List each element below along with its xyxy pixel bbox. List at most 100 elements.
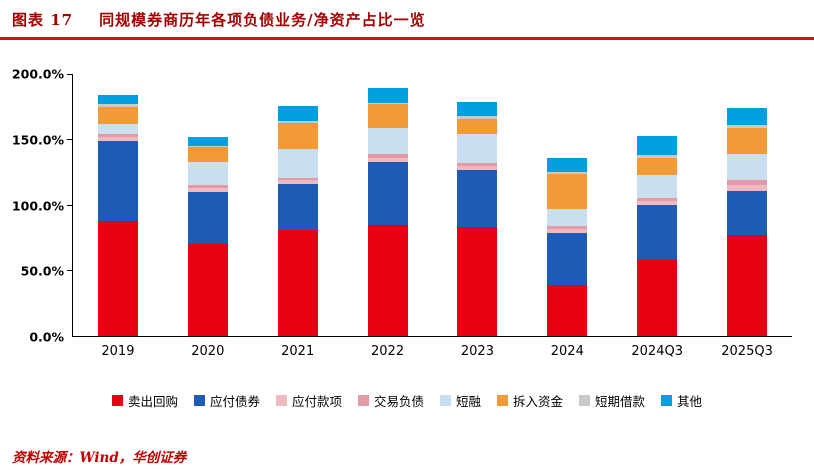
bar-segment xyxy=(367,88,408,103)
bar-segment xyxy=(727,235,768,336)
bar-segment xyxy=(637,157,678,175)
bar-segment xyxy=(277,122,318,149)
legend-swatch xyxy=(111,395,123,406)
bar-segment xyxy=(187,188,228,192)
x-tick-label: 2024 xyxy=(550,344,584,359)
x-tick-label: 2025Q3 xyxy=(721,344,773,359)
source-note: 资料来源：Wind，华创证券 xyxy=(12,450,187,466)
legend-item: 应付款项 xyxy=(275,391,342,410)
bar-segment xyxy=(367,127,408,154)
legend-label: 卖出回购 xyxy=(127,394,178,409)
bar-segment xyxy=(547,226,588,229)
bar-segment xyxy=(187,244,228,336)
bar-segment xyxy=(277,121,318,123)
y-tick-mark xyxy=(67,73,73,75)
bar-segment xyxy=(367,104,408,128)
legend-item: 短期借款 xyxy=(579,391,645,410)
figure-title: 同规模券商历年各项负债业务/净资产占比一览 xyxy=(99,11,426,29)
bar-segment xyxy=(727,125,768,128)
bar-segment xyxy=(727,153,768,181)
bar-segment xyxy=(97,104,138,107)
bar-segment xyxy=(367,157,408,162)
y-tick-label: 50.0% xyxy=(20,263,64,279)
bar-segment xyxy=(187,146,228,148)
bar-segment xyxy=(97,140,138,221)
legend-label: 短期借款 xyxy=(595,394,646,409)
legend-swatch xyxy=(275,395,287,406)
bar-segment xyxy=(457,227,498,336)
stacked-bar xyxy=(457,74,498,336)
bars xyxy=(73,74,792,336)
legend-item: 短融 xyxy=(440,391,481,410)
legend-label: 其他 xyxy=(677,394,703,409)
legend-swatch xyxy=(357,395,369,406)
stacked-bar-chart: 0.0% 50.0% 100.0% 150.0% 200.0% 2019 2020 2021… xyxy=(10,67,792,359)
stacked-bar xyxy=(277,74,318,336)
bar-segment xyxy=(367,161,408,225)
bar-segment xyxy=(457,169,498,228)
stacked-bar xyxy=(187,74,228,336)
bar-segment xyxy=(457,163,498,166)
legend-swatch xyxy=(193,395,205,406)
bar-segment xyxy=(457,115,498,119)
stacked-bar xyxy=(547,74,588,336)
bar-segment xyxy=(367,102,408,105)
legend-swatch xyxy=(497,395,509,406)
bar-segment xyxy=(457,165,498,170)
legend-item: 拆入资金 xyxy=(497,391,563,410)
bar-segment xyxy=(187,185,228,188)
x-axis: 2019 2020 2021 2022 2023 2024 2024Q3 2025Q3 xyxy=(10,344,792,359)
bar-segment xyxy=(547,228,588,233)
y-tick-label: 200.0% xyxy=(11,66,64,82)
figure-number: 图表 17 xyxy=(12,11,74,29)
y-tick-label: 0.0% xyxy=(29,329,64,345)
bar-segment xyxy=(97,136,138,141)
bar-segment xyxy=(97,106,138,124)
bar-segment xyxy=(187,161,228,186)
x-tick-label: 2023 xyxy=(460,344,494,359)
legend-label: 拆入资金 xyxy=(513,394,564,409)
bar-segment xyxy=(277,105,318,122)
bar-segment xyxy=(97,134,138,137)
bar-segment xyxy=(277,177,318,181)
bar-segment xyxy=(727,127,768,154)
y-axis: 0.0% 50.0% 100.0% 150.0% 200.0% xyxy=(10,67,72,345)
bar-segment xyxy=(637,198,678,202)
y-tick-mark xyxy=(67,139,73,140)
chart-legend: 卖出回购 应付债券 应付款项 交易负债 短融 拆入资金 短期借款 其他 xyxy=(0,391,814,410)
bar-segment xyxy=(457,134,498,164)
stacked-bar xyxy=(97,74,138,336)
x-tick-label: 2020 xyxy=(191,344,225,359)
legend-label: 交易负债 xyxy=(373,394,424,409)
legend-label: 短融 xyxy=(456,394,482,409)
bar-segment xyxy=(457,118,498,135)
bar-segment xyxy=(187,136,228,147)
bar-segment xyxy=(547,157,588,173)
bar-segment xyxy=(97,95,138,105)
bar-segment xyxy=(637,260,678,336)
bar-segment xyxy=(277,180,318,185)
bar-segment xyxy=(547,284,588,336)
y-tick-mark xyxy=(67,270,73,271)
bar-segment xyxy=(637,174,678,199)
header-rule xyxy=(0,37,814,40)
bar-segment xyxy=(457,101,498,116)
bar-segment xyxy=(277,229,318,336)
plot-area xyxy=(67,73,792,337)
bar-segment xyxy=(277,184,318,230)
bar-segment xyxy=(187,191,228,245)
bar-segment xyxy=(367,224,408,336)
legend-label: 应付债券 xyxy=(209,394,260,409)
stacked-bar xyxy=(727,74,768,336)
bar-segment xyxy=(97,220,138,336)
bar-segment xyxy=(277,148,318,178)
x-tick-label: 2024Q3 xyxy=(631,344,683,359)
figure-header: 图表 17 同规模券商历年各项负债业务/净资产占比一览 xyxy=(0,0,814,37)
x-tick-label: 2019 xyxy=(101,344,135,359)
x-tick-label: 2022 xyxy=(371,344,405,359)
bar-segment xyxy=(547,208,588,226)
bar-segment xyxy=(727,108,768,126)
legend-item: 交易负债 xyxy=(357,391,424,410)
bar-segment xyxy=(727,190,768,236)
bar-segment xyxy=(367,153,408,158)
